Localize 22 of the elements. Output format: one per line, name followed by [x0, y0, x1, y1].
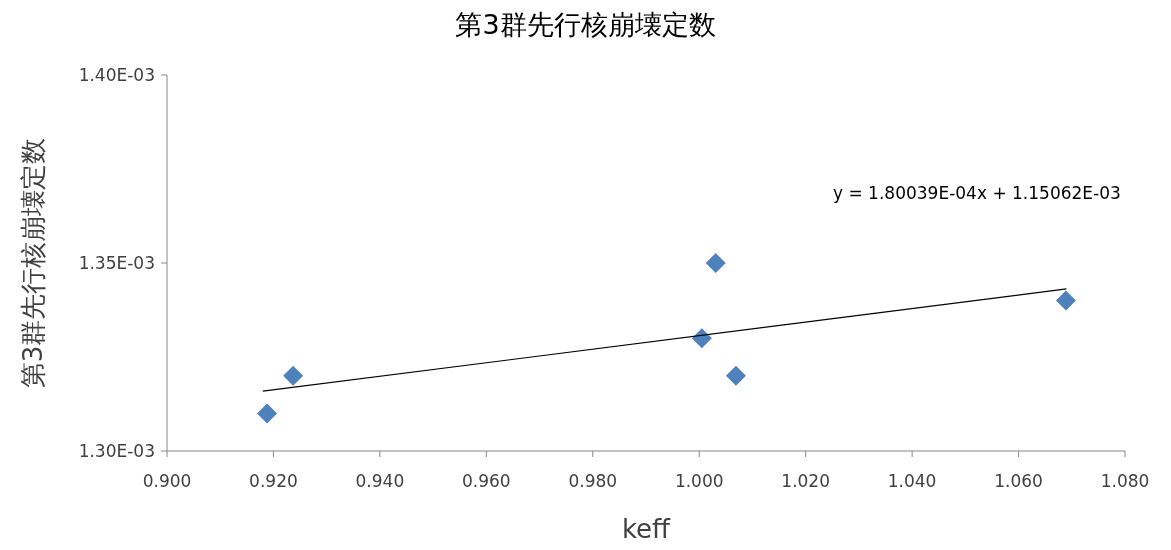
- y-tick-label: 1.35E-03: [78, 253, 155, 273]
- x-axis-title: keff: [621, 514, 672, 544]
- x-tick-label: 1.040: [887, 471, 937, 491]
- y-tick-label: 1.40E-03: [78, 65, 155, 85]
- x-tick-label: 0.980: [568, 471, 618, 491]
- point: [283, 365, 304, 386]
- x-tick-label: 0.920: [249, 471, 298, 491]
- y-axis-title: 第3群先行核崩壊定数: [18, 137, 48, 389]
- x-tick-label: 1.000: [674, 471, 724, 491]
- annotation: y = 1.80039E-04x + 1.15062E-03: [833, 183, 1121, 203]
- point: [1055, 290, 1076, 311]
- x-tick-label: 0.900: [142, 471, 192, 491]
- x-tick-label: 1.080: [1100, 471, 1150, 491]
- point: [705, 253, 726, 273]
- x-tick-label: 0.940: [355, 471, 405, 491]
- chart-title: 第3群先行核崩壊定数: [455, 9, 716, 40]
- y-tick-label: 1.30E-03: [78, 441, 155, 461]
- point: [257, 403, 278, 424]
- x-tick-label: 1.060: [994, 471, 1043, 491]
- point: [725, 365, 746, 386]
- x-tick-label: 0.960: [462, 471, 511, 491]
- x-tick-label: 1.020: [781, 471, 830, 491]
